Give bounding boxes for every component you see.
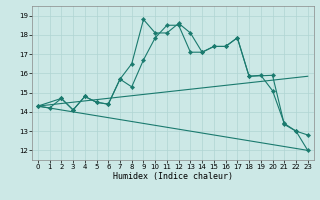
X-axis label: Humidex (Indice chaleur): Humidex (Indice chaleur) [113, 172, 233, 181]
